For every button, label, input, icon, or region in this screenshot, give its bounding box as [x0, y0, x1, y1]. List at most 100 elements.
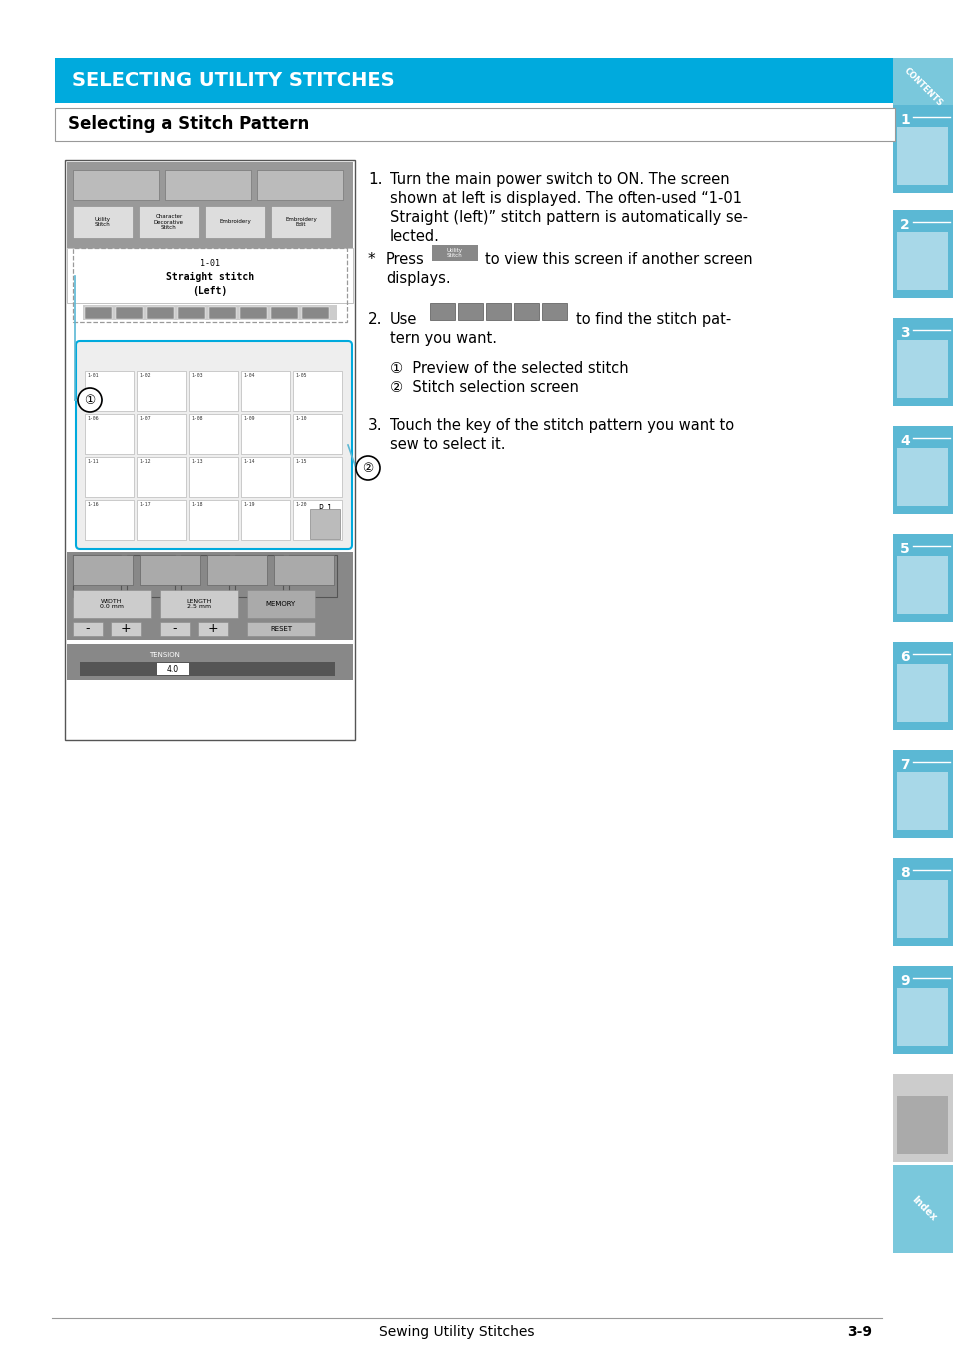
- Text: 1-20: 1-20: [294, 502, 306, 507]
- Text: Turn the main power switch to ON. The screen: Turn the main power switch to ON. The sc…: [390, 172, 729, 187]
- Bar: [896, 664, 947, 721]
- Text: 1-17: 1-17: [139, 502, 151, 507]
- Bar: [271, 206, 331, 238]
- Text: 6: 6: [899, 650, 908, 664]
- Bar: [139, 206, 199, 238]
- Bar: [189, 415, 237, 454]
- Text: 1-01: 1-01: [200, 258, 220, 268]
- Text: CONTENTS: CONTENTS: [902, 66, 943, 108]
- Bar: [892, 1074, 953, 1162]
- Bar: [189, 371, 237, 411]
- Text: -: -: [86, 622, 91, 635]
- Bar: [116, 307, 143, 319]
- Text: LENGTH
2.5 mm: LENGTH 2.5 mm: [186, 599, 212, 610]
- Text: SELECTING UTILITY STITCHES: SELECTING UTILITY STITCHES: [71, 71, 395, 90]
- Bar: [207, 555, 267, 586]
- Text: P. 1
P. 2: P. 1 P. 2: [319, 503, 333, 524]
- Text: -: -: [172, 622, 177, 635]
- Text: Utility
Stitch: Utility Stitch: [447, 248, 462, 258]
- Text: 1-10: 1-10: [294, 416, 306, 421]
- Bar: [85, 371, 133, 411]
- Text: Selecting a Stitch Pattern: Selecting a Stitch Pattern: [68, 114, 309, 133]
- Bar: [892, 966, 953, 1054]
- Bar: [892, 534, 953, 622]
- Text: Utility
Stitch: Utility Stitch: [95, 217, 111, 227]
- Circle shape: [78, 388, 102, 412]
- Bar: [293, 499, 341, 540]
- Bar: [85, 499, 133, 540]
- Text: shown at left is displayed. The often-used “1-01: shown at left is displayed. The often-us…: [390, 191, 741, 206]
- Text: 1-16: 1-16: [87, 502, 98, 507]
- Text: Sewing Utility Stitches: Sewing Utility Stitches: [379, 1324, 535, 1339]
- Bar: [67, 248, 353, 303]
- Bar: [896, 448, 947, 506]
- Text: MEMORY: MEMORY: [266, 602, 295, 607]
- Bar: [457, 303, 482, 320]
- Bar: [892, 318, 953, 406]
- Bar: [127, 555, 174, 598]
- Text: Embroidery
Edit: Embroidery Edit: [285, 217, 316, 227]
- Bar: [73, 622, 103, 637]
- Bar: [73, 590, 151, 618]
- Bar: [73, 248, 347, 322]
- Text: 2.: 2.: [368, 312, 382, 327]
- Bar: [293, 371, 341, 411]
- Text: ②: ②: [362, 462, 374, 475]
- Bar: [256, 170, 343, 201]
- Text: tern you want.: tern you want.: [390, 331, 497, 346]
- Bar: [73, 170, 159, 201]
- Text: Touch the key of the stitch pattern you want to: Touch the key of the stitch pattern you …: [390, 419, 734, 433]
- Text: Embroidery: Embroidery: [219, 219, 251, 225]
- Bar: [247, 622, 314, 637]
- FancyBboxPatch shape: [76, 341, 352, 549]
- Bar: [85, 415, 133, 454]
- Text: 3.: 3.: [368, 419, 382, 433]
- Bar: [896, 988, 947, 1046]
- Bar: [85, 307, 112, 319]
- Bar: [241, 415, 290, 454]
- Bar: [189, 499, 237, 540]
- Text: 1-07: 1-07: [139, 416, 151, 421]
- Text: Straight (left)” stitch pattern is automatically se-: Straight (left)” stitch pattern is autom…: [390, 210, 747, 225]
- Bar: [892, 642, 953, 730]
- Bar: [896, 232, 947, 289]
- Text: Character
Decorative
Stitch: Character Decorative Stitch: [153, 214, 184, 230]
- Text: to view this screen if another screen: to view this screen if another screen: [484, 252, 752, 267]
- Bar: [241, 371, 290, 411]
- Bar: [147, 307, 173, 319]
- Text: (Left): (Left): [193, 285, 228, 296]
- Bar: [137, 415, 186, 454]
- Text: *: *: [368, 252, 375, 267]
- Bar: [80, 662, 335, 676]
- Bar: [160, 622, 190, 637]
- Bar: [892, 857, 953, 946]
- Text: 8: 8: [899, 865, 909, 880]
- Text: to find the stitch pat-: to find the stitch pat-: [576, 312, 731, 327]
- Bar: [310, 509, 339, 538]
- Text: WIDTH
0.0 mm: WIDTH 0.0 mm: [100, 599, 124, 610]
- Bar: [892, 105, 953, 192]
- Text: Use: Use: [390, 312, 416, 327]
- Bar: [896, 773, 947, 830]
- Bar: [234, 555, 283, 598]
- Text: sew to select it.: sew to select it.: [390, 437, 505, 452]
- Bar: [892, 58, 953, 116]
- Bar: [241, 499, 290, 540]
- Bar: [83, 306, 336, 320]
- Text: 1-15: 1-15: [294, 459, 306, 464]
- Text: RESET: RESET: [270, 626, 292, 633]
- Text: 7: 7: [899, 758, 908, 773]
- Bar: [189, 458, 237, 497]
- Bar: [240, 307, 267, 319]
- Bar: [541, 303, 566, 320]
- Text: 1-11: 1-11: [87, 459, 98, 464]
- Bar: [896, 556, 947, 614]
- Bar: [165, 170, 251, 201]
- Bar: [302, 307, 329, 319]
- Bar: [67, 162, 353, 248]
- Bar: [205, 206, 265, 238]
- Bar: [241, 458, 290, 497]
- Text: 1-14: 1-14: [243, 459, 254, 464]
- Bar: [55, 58, 894, 104]
- Bar: [73, 206, 132, 238]
